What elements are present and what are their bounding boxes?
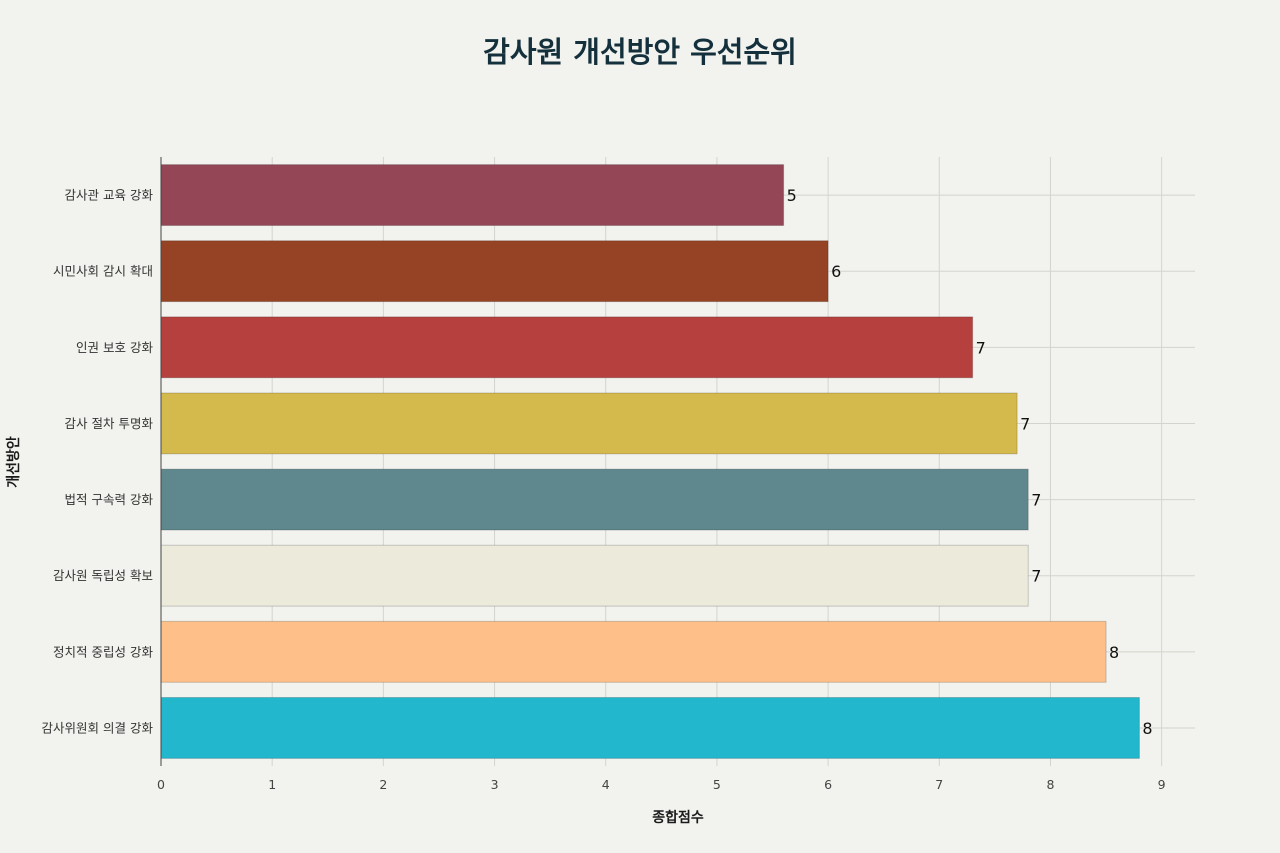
bar xyxy=(160,620,1107,683)
x-axis-ticks: 0 1 2 3 4 5 6 7 8 9 xyxy=(157,777,1166,792)
x-tick-label: 1 xyxy=(268,777,276,792)
category-label: 시민사회 감시 확대 xyxy=(53,264,153,279)
category-label: 법적 구속력 강화 xyxy=(65,492,154,507)
bar xyxy=(160,544,1029,607)
category-label: 감사 절차 투명화 xyxy=(65,416,154,431)
category-label: 인권 보호 강화 xyxy=(76,340,153,355)
bar xyxy=(160,392,1018,455)
x-tick-label: 0 xyxy=(157,777,165,792)
bar xyxy=(160,164,785,227)
x-tick-label: 9 xyxy=(1158,777,1166,792)
data-label: 7 xyxy=(1031,491,1041,510)
bar xyxy=(160,316,974,379)
chart-title: 감사원 개선방안 우선순위 xyxy=(483,35,797,69)
x-axis-title: 종합점수 xyxy=(652,809,704,826)
bars xyxy=(160,164,1140,759)
data-label: 5 xyxy=(787,186,797,205)
category-label: 감사관 교육 강화 xyxy=(65,188,154,203)
data-labels: 5 6 7 7 7 7 8 8 xyxy=(787,186,1153,738)
x-tick-label: 8 xyxy=(1046,777,1054,792)
data-label: 8 xyxy=(1109,643,1119,662)
category-label: 감사위원회 의결 강화 xyxy=(42,720,154,735)
data-label: 8 xyxy=(1142,719,1152,738)
data-label: 7 xyxy=(1031,567,1041,586)
x-tick-label: 4 xyxy=(602,777,610,792)
bar xyxy=(160,696,1140,759)
bar xyxy=(160,468,1029,531)
x-tick-label: 3 xyxy=(491,777,499,792)
x-tick-label: 2 xyxy=(379,777,387,792)
x-tick-label: 5 xyxy=(713,777,721,792)
data-label: 6 xyxy=(831,262,841,281)
x-tick-label: 6 xyxy=(824,777,832,792)
x-tick-label: 7 xyxy=(935,777,943,792)
bar xyxy=(160,240,829,303)
data-label: 7 xyxy=(1020,414,1030,433)
y-axis-title: 개선방안 xyxy=(5,436,22,488)
data-label: 7 xyxy=(976,338,986,357)
category-label: 감사원 독립성 확보 xyxy=(53,568,153,583)
category-label: 정치적 중립성 강화 xyxy=(53,644,153,659)
